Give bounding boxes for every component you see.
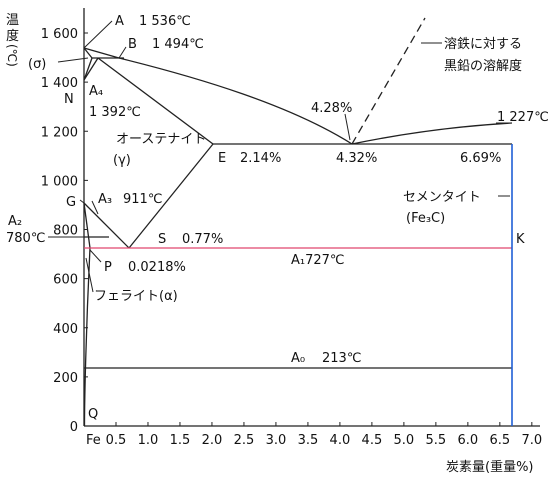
- label-a1: A₁727℃: [291, 253, 345, 268]
- label-6-69: 6.69%: [460, 151, 501, 166]
- leader-a3: [91, 200, 99, 215]
- x-tick-label: 5.5: [426, 433, 447, 448]
- graphite-solubility-line: [351, 17, 426, 145]
- label-4-32: 4.32%: [336, 151, 377, 166]
- x-tick-label: 6.5: [490, 433, 511, 448]
- leader-g: [79, 199, 85, 204]
- liquidus-b-c-line: [118, 57, 353, 145]
- x-tick-label: 0.5: [106, 433, 127, 448]
- x-tick-label: Fe: [86, 433, 101, 448]
- label-a3: A₃: [98, 192, 112, 207]
- label-b: B: [128, 37, 137, 52]
- y-tick-label: 1 400: [41, 76, 78, 91]
- label-a2-temp: 780℃: [6, 231, 45, 246]
- x-axis-title: 炭素量(重量%): [446, 459, 534, 475]
- label-s: S: [158, 232, 166, 247]
- label-a: A: [115, 14, 124, 29]
- label-a0-temp: 213℃: [322, 351, 361, 366]
- x-tick-label: 6.0: [458, 433, 479, 448]
- label-q: Q: [88, 407, 98, 422]
- label-s-pct: 0.77%: [182, 232, 223, 247]
- label-a2: A₂: [8, 214, 22, 229]
- x-tick-label: 7.0: [521, 433, 542, 448]
- label-e-pct: 2.14%: [240, 151, 281, 166]
- y-axis-title-char-2: 度: [6, 28, 19, 44]
- label-ferrite: フェライト(α): [94, 289, 178, 304]
- y-tick-label: 0: [70, 420, 78, 435]
- delta-to-gamma-line-1: [83, 57, 93, 81]
- label-n: N: [64, 92, 74, 107]
- y-tick-label: 400: [53, 322, 78, 337]
- acm-line: [128, 143, 214, 249]
- y-tick-label: 600: [53, 273, 78, 288]
- label-p-pct: 0.0218%: [128, 260, 186, 275]
- solidus-j-e-line: [97, 57, 214, 145]
- label-gamma: (γ): [113, 153, 131, 168]
- label-1227: 1 227℃: [497, 110, 549, 125]
- y-axis-unit: (℃): [5, 44, 19, 67]
- label-cementite-formula: (Fe₃C): [406, 211, 445, 226]
- label-graphite-1: 溶鉄に対する: [444, 37, 522, 52]
- delta-to-gamma-line-2: [83, 57, 99, 81]
- leader-sigma: [57, 57, 89, 63]
- x-tick-label: 3.5: [298, 433, 319, 448]
- leader-a: [83, 20, 113, 49]
- x-tick-label: 3.0: [266, 433, 287, 448]
- label-sigma: (σ): [28, 57, 46, 72]
- label-a3-temp: 911℃: [123, 192, 162, 207]
- leader-ferrite: [85, 257, 94, 293]
- y-tick-label: 800: [53, 224, 78, 239]
- leader-b: [118, 46, 127, 59]
- liquidus-c-d-line: [351, 122, 513, 145]
- label-graphite-2: 黒鉛の溶解度: [444, 58, 522, 74]
- liquidus-a-b-line: [83, 47, 120, 59]
- label-4-28: 4.28%: [311, 101, 352, 116]
- label-a-temp: 1 536℃: [139, 14, 191, 29]
- p-q-solvus-line: [83, 247, 91, 427]
- leader-4-28: [344, 113, 351, 141]
- leader-p: [89, 249, 102, 263]
- label-e: E: [218, 151, 226, 166]
- y-tick-label: 200: [53, 371, 78, 386]
- label-k: K: [516, 232, 525, 247]
- label-p: P: [104, 260, 112, 275]
- label-a4: A₄: [89, 84, 103, 99]
- y-tick-label: 1 000: [41, 174, 78, 189]
- label-cementite: セメンタイト: [403, 190, 481, 205]
- x-tick-label: 1.5: [170, 433, 191, 448]
- x-tick-label: 4.5: [362, 433, 383, 448]
- x-tick-label: 2.0: [202, 433, 223, 448]
- label-g: G: [66, 195, 76, 210]
- g-p-line: [83, 202, 91, 249]
- y-tick-label: 1 600: [41, 27, 78, 42]
- x-tick-label: 1.0: [138, 433, 159, 448]
- label-b-temp: 1 494℃: [152, 37, 204, 52]
- x-tick-label: 2.5: [234, 433, 255, 448]
- label-austenite: オーステナイト: [116, 132, 206, 147]
- x-tick-label: 4.0: [330, 433, 351, 448]
- y-axis-title-char-1: 温: [6, 13, 19, 28]
- solidus-delta-line: [83, 47, 93, 59]
- label-a0: A₀: [291, 351, 305, 366]
- y-tick-label: 1 200: [41, 125, 78, 140]
- label-a4-temp: 1 392℃: [89, 105, 141, 120]
- a3-line: [83, 202, 130, 249]
- x-tick-label: 5.0: [394, 433, 415, 448]
